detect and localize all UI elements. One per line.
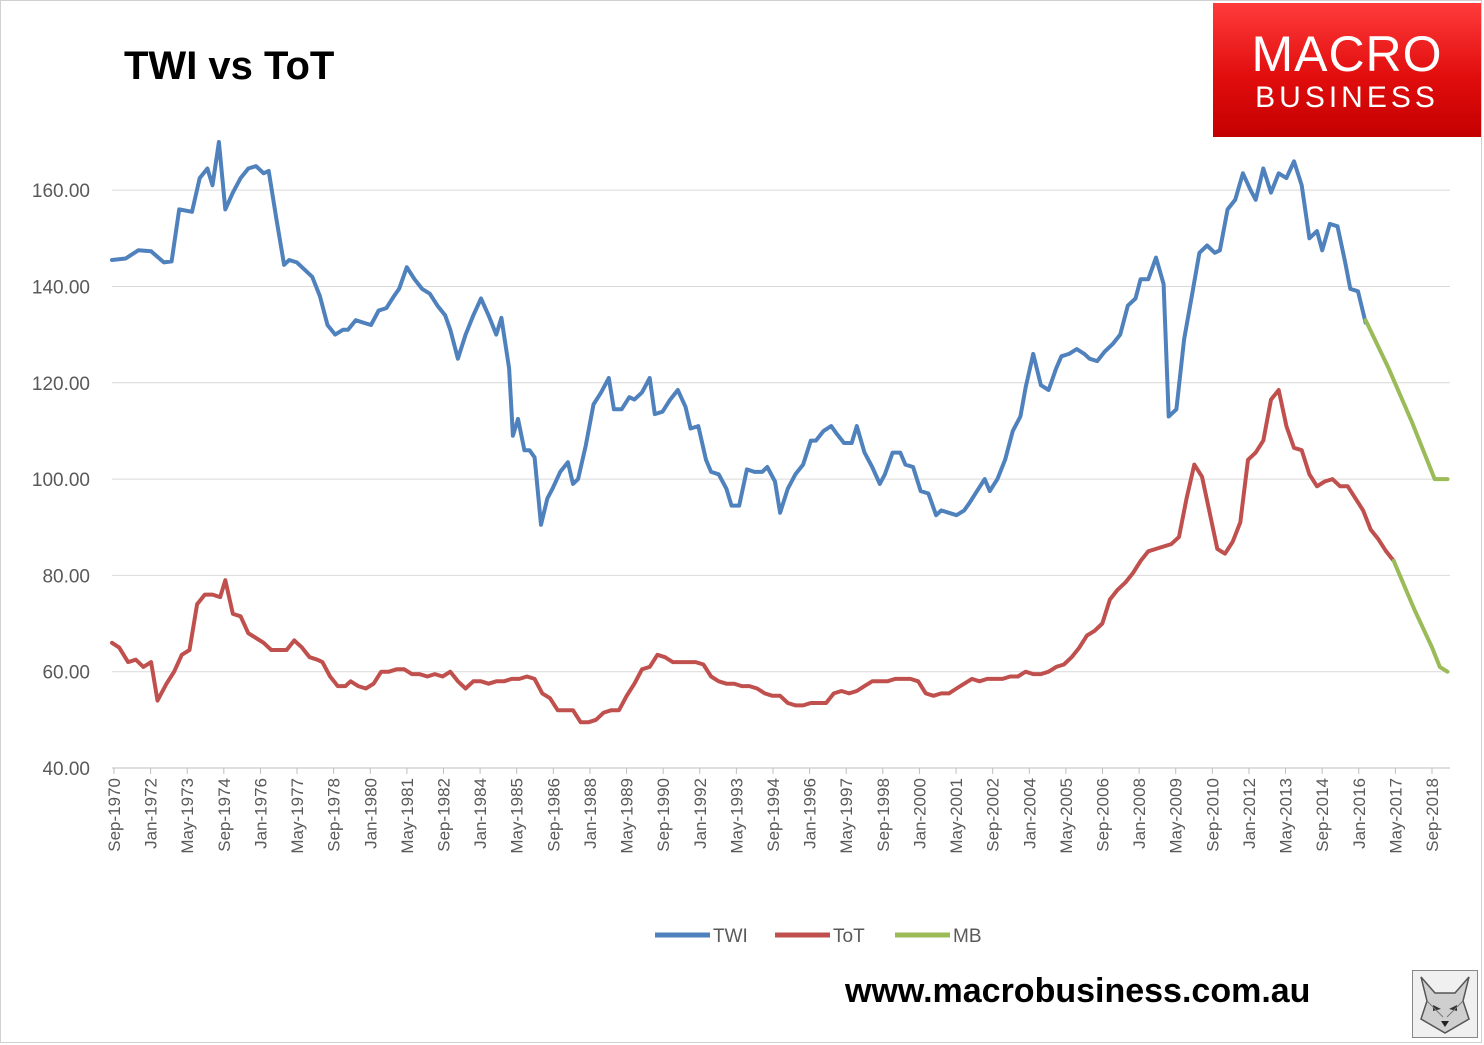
x-tick-label: Sep-1998 — [874, 778, 893, 852]
series-line-mb — [1391, 558, 1450, 674]
fox-logo-icon — [1412, 970, 1478, 1038]
x-tick-label: Jan-1996 — [801, 778, 820, 849]
x-tick-label: Jan-2000 — [910, 778, 929, 849]
legend-label-tot: ToT — [833, 926, 865, 947]
x-tick-label: May-2017 — [1386, 778, 1405, 854]
x-tick-label: May-1981 — [398, 778, 417, 854]
logo-line-2: BUSINESS — [1255, 81, 1439, 114]
x-tick-label: May-2001 — [947, 778, 966, 854]
x-tick-label: May-1989 — [618, 778, 637, 854]
series-line-twi — [110, 140, 1368, 527]
x-tick-label: Sep-2010 — [1203, 778, 1222, 852]
x-tick-label: Jan-1972 — [142, 778, 161, 849]
x-tick-label: Sep-2006 — [1094, 778, 1113, 852]
x-tick-label: Jan-1988 — [581, 778, 600, 849]
x-tick-label: Sep-2014 — [1313, 778, 1332, 852]
x-tick-label: May-2005 — [1057, 778, 1076, 854]
legend-label-mb: MB — [953, 926, 982, 947]
y-tick-label: 60.00 — [42, 663, 90, 684]
x-tick-label: Sep-2018 — [1423, 778, 1442, 852]
x-tick-label: Sep-1990 — [654, 778, 673, 852]
macrobusiness-logo: MACRO BUSINESS — [1213, 3, 1481, 137]
y-tick-label: 40.00 — [42, 759, 90, 780]
x-tick-label: Sep-2002 — [984, 778, 1003, 852]
x-tick-label: Sep-1994 — [764, 778, 783, 852]
x-tick-label: Jan-1976 — [251, 778, 270, 849]
x-tick-label: Sep-1974 — [215, 778, 234, 852]
x-tick-label: May-1977 — [288, 778, 307, 854]
logo-line-1: MACRO — [1251, 26, 1443, 82]
x-tick-label: Sep-1986 — [544, 778, 563, 852]
x-tick-label: Jan-2008 — [1130, 778, 1149, 849]
x-tick-label: Jan-2012 — [1240, 778, 1259, 849]
x-tick-label: May-2009 — [1167, 778, 1186, 854]
series-line-tot — [110, 388, 1396, 725]
x-tick-label: May-1985 — [508, 778, 527, 854]
y-tick-label: 80.00 — [42, 566, 90, 587]
x-tick-label: Jan-1984 — [471, 778, 490, 849]
x-tick-label: Jan-2004 — [1020, 778, 1039, 849]
y-tick-label: 100.00 — [32, 470, 90, 491]
x-tick-label: Jan-1992 — [691, 778, 710, 849]
y-tick-label: 140.00 — [32, 277, 90, 298]
y-tick-label: 160.00 — [32, 181, 90, 202]
x-tick-label: May-1973 — [178, 778, 197, 854]
x-tick-label: Jan-2016 — [1350, 778, 1369, 849]
x-tick-label: Sep-1978 — [325, 778, 344, 852]
x-tick-label: May-1993 — [727, 778, 746, 854]
legend-label-twi: TWI — [713, 926, 748, 947]
y-tick-label: 120.00 — [32, 374, 90, 395]
x-tick-label: May-1997 — [837, 778, 856, 854]
x-tick-label: May-2013 — [1277, 778, 1296, 854]
series-line-mb — [1363, 318, 1450, 482]
chart-title: TWI vs ToT — [124, 44, 335, 88]
x-tick-label: Jan-1980 — [361, 778, 380, 849]
x-tick-label: Sep-1970 — [105, 778, 124, 852]
website-url: www.macrobusiness.com.au — [845, 972, 1311, 1010]
x-tick-label: Sep-1982 — [435, 778, 454, 852]
